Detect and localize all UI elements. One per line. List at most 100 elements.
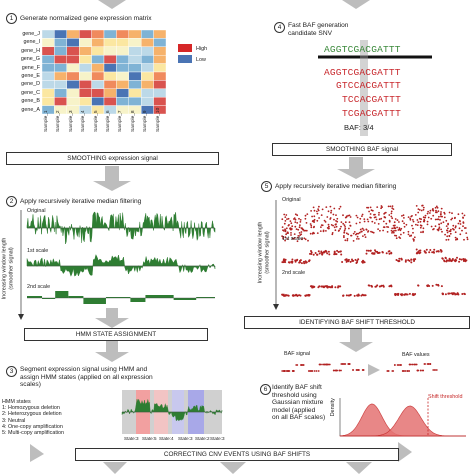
baf-point [323, 250, 326, 253]
baf-point [327, 210, 330, 213]
read-sequence: TCCACGATTT [342, 94, 402, 105]
expression-block [130, 298, 146, 302]
sample-label: Sample_4 [81, 110, 87, 132]
heatmap-cell [41, 46, 55, 56]
baf-point [330, 209, 333, 212]
baf-point [408, 292, 411, 295]
heatmap-cell [41, 96, 55, 106]
heatmap-cell [78, 71, 92, 81]
heatmap-cell [66, 55, 80, 64]
sample-label: Sample_8 [130, 110, 136, 132]
heatmap-cell [78, 29, 92, 39]
baf-point [395, 259, 398, 261]
baf-point [443, 260, 446, 263]
baf-point [291, 237, 294, 240]
baf-point [365, 228, 368, 231]
baf-point [309, 232, 312, 235]
baf-point [416, 251, 419, 254]
baf-point [413, 236, 416, 239]
baf-point [282, 237, 284, 240]
baf-point [304, 214, 307, 217]
baf-point [394, 227, 397, 230]
baf-point [407, 216, 410, 219]
baf-value-label: BAF: 3/4 [344, 123, 374, 132]
baf-point [383, 226, 386, 229]
sample-label: Sample_3 [68, 110, 74, 132]
baf-point [463, 214, 466, 217]
baf-point [320, 285, 323, 288]
gene-label: gene_J [22, 31, 40, 37]
baf-point [402, 214, 405, 217]
heatmap-cell [78, 63, 92, 73]
baf-point [419, 224, 422, 227]
baf-point [408, 363, 411, 366]
baf-point [346, 239, 349, 242]
baf-point [445, 225, 448, 228]
expression-block [55, 291, 69, 298]
baf-point [377, 223, 380, 225]
baf-point [356, 216, 359, 219]
baf-point [291, 225, 294, 228]
flow-arrow [106, 308, 118, 319]
baf-point [295, 228, 298, 231]
baf-point [302, 364, 305, 366]
baf-point [345, 232, 348, 235]
baf-point [286, 238, 289, 240]
baf-point [313, 209, 316, 212]
baf-point [434, 206, 437, 209]
gene-label: gene_H [21, 47, 40, 54]
baf-point [458, 219, 461, 222]
baf-point [373, 216, 376, 219]
baf-point [370, 230, 372, 233]
baf-point [361, 230, 363, 233]
heatmap-cell [116, 38, 130, 48]
baf-point [342, 222, 345, 225]
baf-point [387, 205, 390, 208]
baf-point [424, 363, 426, 365]
baf-point [440, 285, 443, 288]
step-title: Apply recursively iterative median filte… [275, 183, 397, 190]
step-number: 1 [6, 13, 17, 24]
baf-point [297, 228, 300, 231]
baf-point [344, 216, 347, 219]
baf-point [434, 218, 437, 221]
heatmap-cell [54, 55, 68, 64]
flow-arrow-head [103, 462, 127, 474]
baf-point [287, 370, 290, 372]
baf-point [459, 223, 462, 225]
heatmap-cell [66, 29, 80, 39]
baf-point [369, 213, 372, 215]
heatmap-cell [91, 88, 105, 98]
baf-point [404, 370, 407, 372]
baf-point [414, 258, 417, 261]
baf-point [317, 209, 320, 212]
baf-point [434, 225, 437, 228]
baf-point [412, 231, 414, 234]
baf-point [466, 238, 469, 241]
baf-point [371, 220, 374, 223]
baf-point [391, 205, 394, 208]
baf-point [337, 251, 340, 253]
baf-point [348, 221, 351, 224]
baf-point [427, 363, 430, 365]
baf-point [312, 206, 315, 209]
hmm-state-label: State:4 [159, 436, 174, 441]
baf-point [440, 211, 442, 213]
gene-label: gene_A [21, 106, 40, 113]
baf-point [448, 292, 451, 295]
baf-point [374, 249, 376, 252]
baf-point [388, 219, 391, 222]
baf-point [453, 217, 456, 220]
flow-arrow-head [337, 169, 375, 179]
baf-point [300, 233, 303, 236]
legend-low-label: Low [196, 57, 206, 63]
heatmap-cell [153, 46, 167, 56]
heatmap-cell [78, 55, 92, 64]
baf-point [378, 218, 381, 221]
baf-point [403, 225, 406, 228]
baf-point [350, 234, 352, 237]
baf-point [361, 213, 364, 216]
baf-point [443, 216, 446, 219]
baf-point [284, 258, 287, 261]
